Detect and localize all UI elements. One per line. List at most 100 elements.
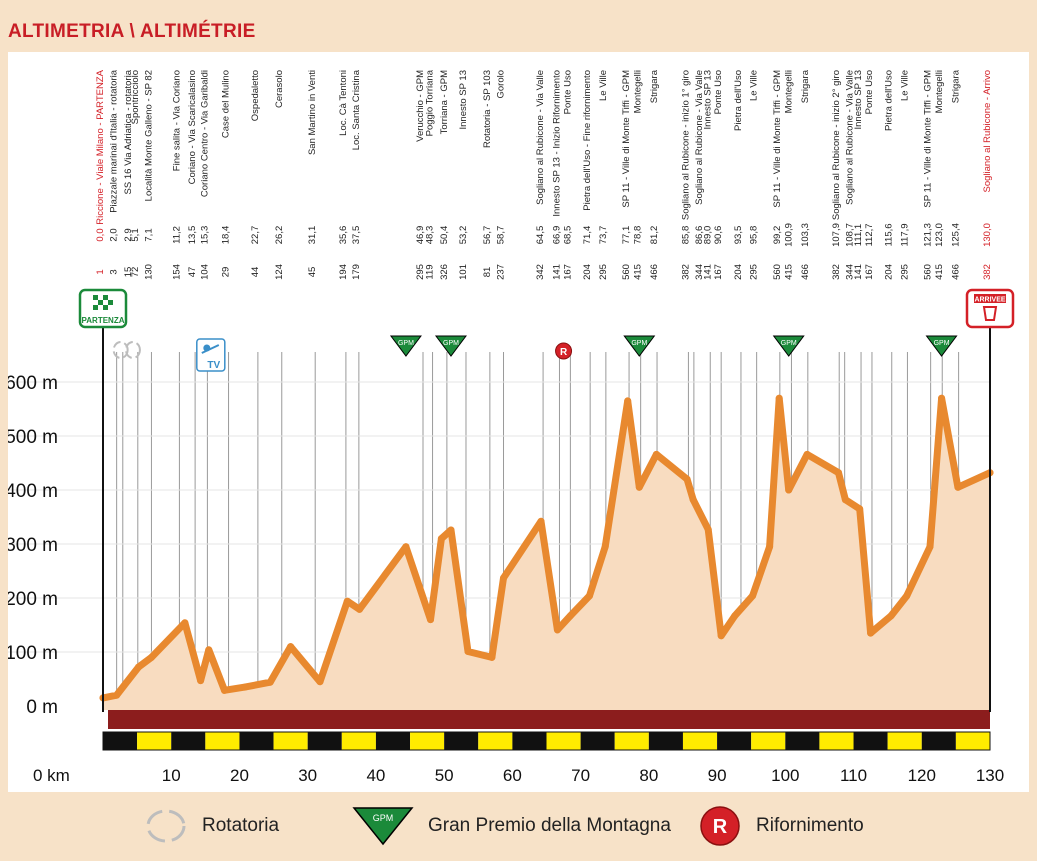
tv-icon-label: TV <box>207 360 220 371</box>
waypoint-name: Sogliano al Rubicone - inizio 1° giro <box>680 70 691 220</box>
profile-point <box>624 397 632 405</box>
waypoint-altitude: 130 <box>143 264 154 280</box>
profile-point <box>856 505 864 513</box>
waypoint-name: Coriano Centro - Via Garibaldi <box>199 70 210 197</box>
x-tick-label: 120 <box>908 766 936 785</box>
waypoint-name: Verucchio - GPM <box>415 70 426 142</box>
km-band-segment <box>580 732 615 750</box>
waypoint-name: Strigara <box>649 69 660 103</box>
profile-point <box>887 612 895 620</box>
refuel-icon-label: R <box>560 347 568 358</box>
waypoint-altitude: 124 <box>274 264 285 280</box>
waypoint-altitude: 344 <box>694 264 705 280</box>
waypoint-km: 112,7 <box>864 223 875 246</box>
km-band-segment <box>921 732 956 750</box>
altimetry-chart: Riccione - Viale Milano - PARTENZA 0,0 1 Pi… <box>8 69 1015 785</box>
waypoint-name: Sogliano al Rubicone - inizio 2° giro <box>831 70 842 220</box>
profile-point <box>652 450 660 458</box>
waypoint-altitude: 382 <box>680 264 691 280</box>
waypoint-km: 66,9 <box>551 226 562 245</box>
waypoint-km: 71,4 <box>582 226 593 245</box>
profile-point <box>689 496 697 504</box>
profile-point <box>537 517 545 525</box>
waypoint-altitude: 560 <box>923 264 934 280</box>
profile-point <box>775 394 783 402</box>
profile-point <box>867 629 875 637</box>
y-tick-label: 0 m <box>26 697 58 718</box>
waypoint-name: Poggio Torriana <box>425 69 436 136</box>
profile-point <box>134 663 142 671</box>
waypoint-altitude: 204 <box>582 264 593 280</box>
waypoint-altitude: 295 <box>749 264 760 280</box>
km-band-segment <box>614 732 649 750</box>
x-tick-label: 40 <box>366 766 385 785</box>
waypoint-name: SS 16 Via Adriatica - rotatoria <box>123 69 134 194</box>
waypoint-km: 125,4 <box>951 223 962 247</box>
km-band-segment <box>785 732 820 750</box>
gpm-marker-icon: GPM <box>925 335 958 357</box>
profile-point <box>402 543 410 551</box>
roundabout-icon <box>146 809 186 843</box>
finish-label-band <box>974 294 1006 303</box>
gpm-marker-label: GPM <box>398 340 414 347</box>
gpm-triangle <box>389 335 422 357</box>
profile-point <box>113 691 121 699</box>
km-band-segment <box>648 732 683 750</box>
waypoint-km: 90,6 <box>713 226 724 245</box>
waypoint-altitude: 141 <box>551 264 562 280</box>
checkered-flag-icon <box>93 295 113 310</box>
gpm-marker-label: GPM <box>781 340 797 347</box>
profile-point <box>585 592 593 600</box>
waypoint-name: Gorolo <box>496 70 507 99</box>
waypoint-altitude: 154 <box>171 264 182 280</box>
profile-point <box>181 619 189 627</box>
waypoint-altitude: 3 <box>109 269 120 274</box>
waypoint-name: Località Monte Galleno - SP 82 <box>143 70 154 201</box>
start-badge: PARTENZA <box>78 288 128 329</box>
waypoint-altitude: 466 <box>951 264 962 280</box>
waypoint-name: Sogliano al Rubicone - Via Valle <box>694 70 705 205</box>
gpm-triangle <box>434 335 467 357</box>
waypoint-altitude: 15 <box>123 267 134 278</box>
legend-item-roundabout: Rotatoria <box>144 806 279 846</box>
waypoint-km: 48,3 <box>425 226 436 245</box>
waypoint-km: 2,0 <box>109 228 120 241</box>
profile-point <box>447 526 455 534</box>
waypoint-name: Strigara <box>951 69 962 103</box>
waypoint-km: 103,3 <box>800 223 811 247</box>
waypoint-name: SP 11 - Ville di Monte Tiffi - GPM <box>772 70 783 208</box>
profile-point <box>704 525 712 533</box>
profile-point <box>287 643 295 651</box>
refuel-icon-label: R <box>713 816 728 838</box>
waypoint-altitude: 194 <box>338 264 349 280</box>
waypoint-name: Coriano - Via Scaricalasino <box>187 70 198 184</box>
flag-cell <box>98 300 103 305</box>
waypoint-altitude: 560 <box>621 264 632 280</box>
x-tick-label: 70 <box>571 766 590 785</box>
waypoint-km: 81,2 <box>649 226 660 245</box>
waypoint-km: 99,2 <box>772 226 783 245</box>
profile-point <box>500 574 508 582</box>
waypoint-name: Ponte Uso <box>713 70 724 114</box>
finish-badge: ARRIVEE <box>965 288 1015 329</box>
waypoint-km: 115,6 <box>884 223 895 246</box>
x-tick-label: 80 <box>639 766 658 785</box>
waypoint-km: 85,8 <box>680 226 691 245</box>
tv-icon: TV <box>196 338 226 372</box>
waypoint-km: 68,5 <box>562 226 573 245</box>
waypoint-altitude: 101 <box>458 264 469 280</box>
profile-point <box>241 683 249 691</box>
waypoint-km: 108,7 <box>845 223 856 247</box>
profile-point <box>316 678 324 686</box>
waypoint-name: Pietra dell'Uso <box>884 70 895 131</box>
waypoint-km: 77,1 <box>621 226 632 245</box>
waypoint-km: 31,1 <box>307 226 318 245</box>
flag-cell <box>93 305 98 310</box>
x-tick-label: 30 <box>298 766 317 785</box>
waypoint-name: Cerasolo <box>274 70 285 108</box>
waypoint-altitude: 326 <box>439 264 450 280</box>
waypoint-km: 121,3 <box>923 223 934 247</box>
km-band-segment <box>307 732 342 750</box>
profile-point <box>220 686 228 694</box>
waypoint-name: Rotatoria - SP 103 <box>482 70 493 148</box>
